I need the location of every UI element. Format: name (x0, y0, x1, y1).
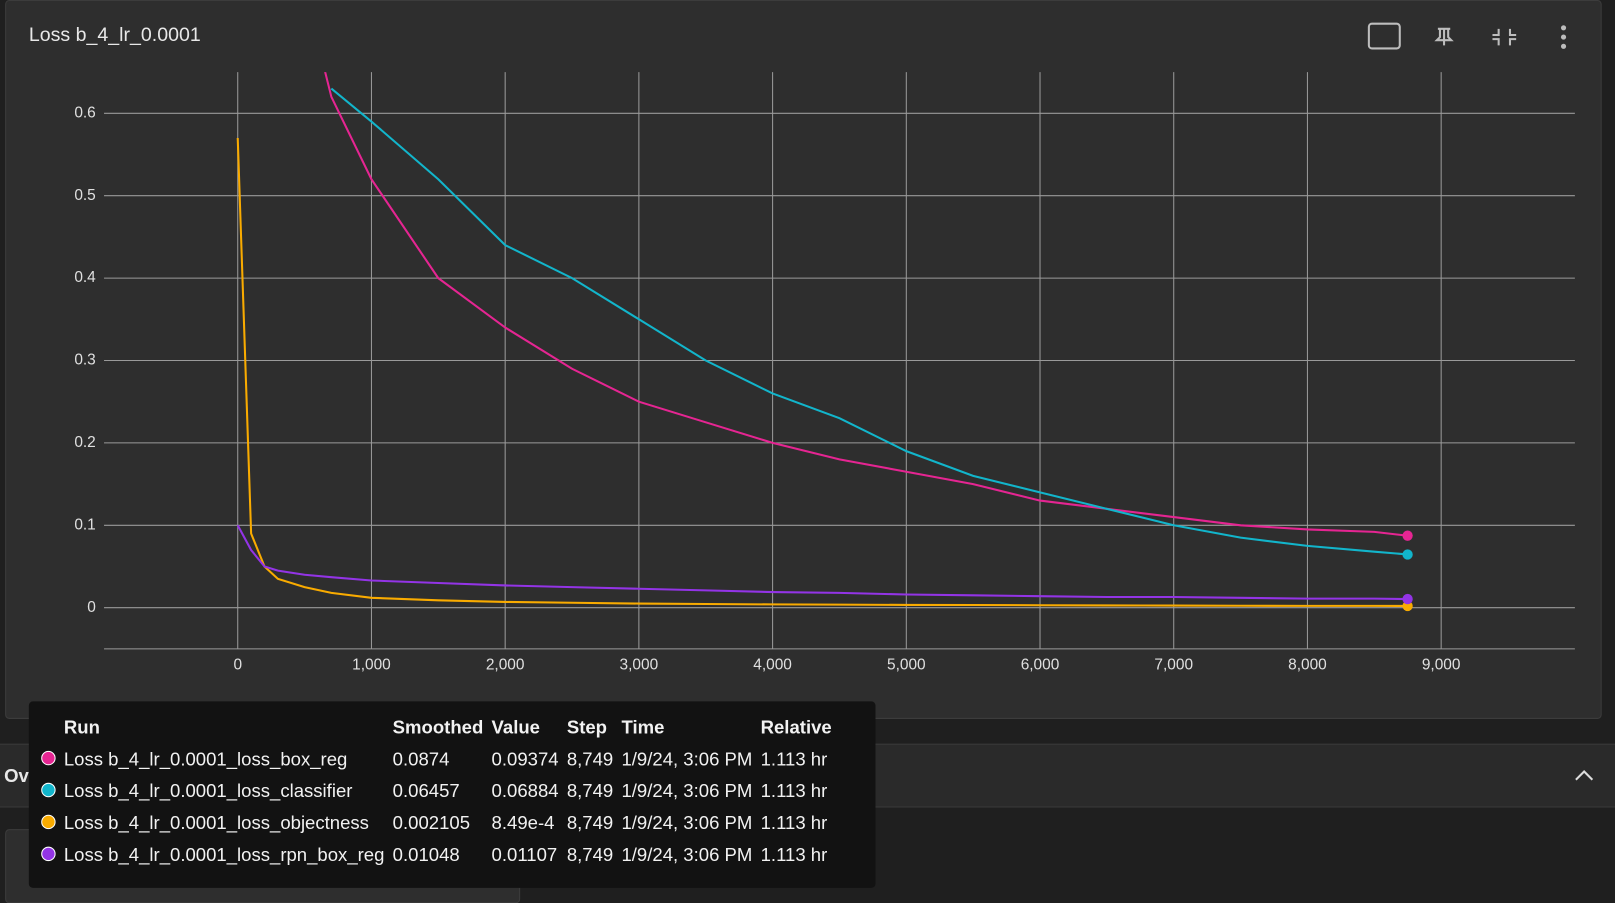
header-cell: Step (566, 716, 608, 738)
legend-dot (41, 750, 56, 766)
tooltip-cell: 8,749 (566, 844, 614, 866)
tooltip-cell: Loss b_4_lr_0.0001_loss_classifier (63, 780, 353, 802)
end-point (1402, 593, 1413, 605)
tooltip: Run Smoothed Value Step Time Relative Loss b_4… (28, 701, 876, 888)
y-tick-label: 0 (87, 599, 96, 616)
legend-dot (41, 814, 56, 830)
tooltip-row: Loss b_4_lr_0.0001_loss_classifier 0.0645… (37, 776, 836, 808)
x-tick-label: 7,000 (1154, 656, 1193, 673)
dot-cell (37, 744, 60, 776)
x-tick-label: 6,000 (1021, 656, 1060, 673)
tooltip-cell: 0.002105 (392, 812, 471, 834)
tooltip-cell: 1.113 hr (760, 812, 828, 834)
tooltip-row: Loss b_4_lr_0.0001_loss_rpn_box_reg 0.010… (37, 839, 836, 871)
tooltip-cell: 1.113 hr (760, 748, 828, 770)
y-tick-label: 0.3 (74, 352, 95, 369)
y-tick-label: 0.4 (74, 269, 96, 286)
tooltip-cell: 8,749 (566, 812, 614, 834)
series-line (324, 72, 1408, 537)
tooltip-cell: 0.09374 (491, 748, 559, 770)
end-point (1402, 549, 1413, 560)
dot-cell (37, 808, 60, 840)
tooltip-cell: 8,749 (566, 780, 614, 802)
header-cell: Time (621, 716, 665, 738)
x-tick-label: 4,000 (753, 656, 792, 673)
header-cell: Run (63, 716, 100, 738)
tooltip-cell: 1.113 hr (760, 844, 828, 866)
x-tick-label: 1,000 (352, 656, 391, 673)
tooltip-cell: 1/9/24, 3:06 PM (621, 812, 753, 834)
series-line (330, 87, 1408, 556)
tooltip-cell: 8,749 (566, 748, 614, 770)
fit-button[interactable] (1367, 22, 1401, 50)
tooltip-row: Loss b_4_lr_0.0001_loss_box_reg 0.0874 0.0… (37, 744, 836, 776)
card-title: Loss b_4_lr_0.0001 (28, 24, 201, 47)
collapse-button[interactable] (1492, 28, 1517, 46)
series-line (236, 137, 1408, 607)
y-tick-label: 0.5 (74, 187, 95, 204)
tooltip-cell: Loss b_4_lr_0.0001_loss_rpn_box_reg (63, 844, 385, 866)
tooltip-cell: Loss b_4_lr_0.0001_loss_objectness (63, 812, 369, 834)
tooltip-cell: 0.01107 (491, 844, 558, 866)
y-tick-label: 0.2 (74, 434, 95, 451)
tooltip-cell: 0.0874 (392, 748, 450, 770)
y-tick-label: 0.1 (74, 516, 95, 533)
tooltip-cell: 0.06457 (392, 780, 460, 802)
x-tick-label: 5,000 (887, 656, 926, 673)
tooltip-cell: Loss b_4_lr_0.0001_loss_box_reg (63, 748, 348, 770)
y-tick-label: 0.6 (74, 104, 95, 121)
tooltip-cell: 1/9/24, 3:06 PM (621, 748, 753, 770)
x-tick-label: 8,000 (1288, 656, 1327, 673)
header-cell (37, 712, 60, 744)
series-line (236, 524, 1408, 601)
tooltip-cell: 0.06884 (491, 780, 559, 802)
x-tick-label: 3,000 (620, 656, 659, 673)
end-point (1402, 530, 1413, 541)
chart: 0 1,000 2,000 3,000 4,000 5,000 6,000 7,000 8,00… (74, 22, 1575, 673)
x-tick-label: 9,000 (1422, 656, 1461, 673)
tooltip-cell: 8.49e-4 (491, 812, 555, 834)
tooltip-cell: 1/9/24, 3:06 PM (621, 780, 753, 802)
menu-button[interactable] (1560, 25, 1567, 49)
dot-cell (37, 839, 60, 871)
tooltip-table: Run Smoothed Value Step Time Relative Loss b_4… (37, 712, 836, 872)
header-cell: Value (491, 716, 540, 738)
toolbar (1367, 22, 1567, 50)
tooltip-cell: 0.01048 (392, 844, 460, 866)
tooltip-cell: 1.113 hr (760, 780, 828, 802)
legend-dot (41, 782, 56, 798)
tooltip-row: Loss b_4_lr_0.0001_loss_objectness 0.0021… (37, 808, 836, 840)
header-cell: Smoothed (392, 716, 484, 738)
collapse-icon[interactable] (1572, 763, 1597, 788)
x-tick-label: 0 (233, 656, 242, 673)
legend-dot (41, 846, 56, 862)
pin-button[interactable] (1434, 27, 1454, 46)
tooltip-cell: 1/9/24, 3:06 PM (621, 844, 753, 866)
x-tick-label: 2,000 (486, 656, 525, 673)
header-cell: Relative (760, 716, 832, 738)
dot-cell (37, 776, 60, 808)
